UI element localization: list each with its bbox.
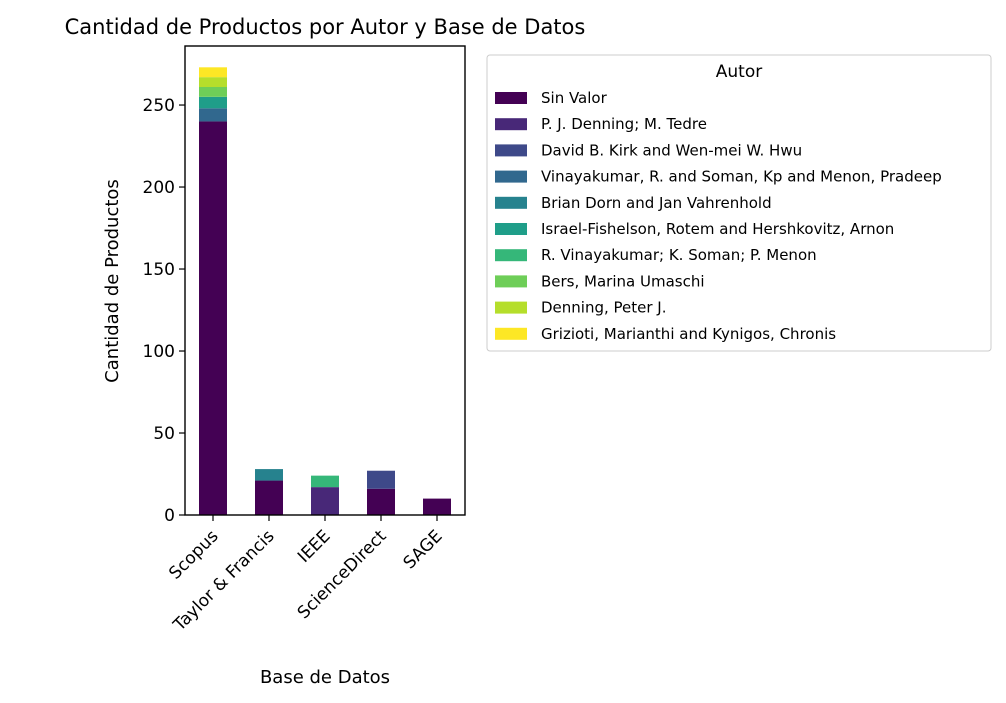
legend-swatch-6 <box>495 249 527 262</box>
legend-entry-label-7: Bers, Marina Umaschi <box>541 272 705 290</box>
legend-swatch-8 <box>495 301 527 314</box>
bar-sciencedirect-series-0 <box>367 488 395 515</box>
legend-swatch-1 <box>495 118 527 131</box>
legend-frame <box>486 54 992 352</box>
x-tick-label-taylor-francis: Taylor & Francis <box>169 526 279 636</box>
legend-swatch-5 <box>495 223 527 235</box>
legend-swatch-3 <box>495 170 527 183</box>
legend-entry-label-1: P. J. Denning; M. Tedre <box>541 115 707 133</box>
legend-entry-label-0: Sin Valor <box>541 89 608 107</box>
x-tick-label-sage: SAGE <box>400 526 447 573</box>
bar-scopus-series-0 <box>199 121 227 515</box>
y-tick-label: 50 <box>153 424 175 444</box>
legend-entry-label-8: Denning, Peter J. <box>541 299 667 317</box>
bar-sage-series-0 <box>423 498 451 515</box>
bar-ieee-series-1 <box>311 487 339 515</box>
bar-scopus-series-5 <box>199 96 227 109</box>
x-tick-label-ieee: IEEE <box>294 526 334 566</box>
bar-taylor-francis-series-4 <box>255 469 283 481</box>
bar-scopus-series-8 <box>199 77 227 87</box>
legend-swatch-4 <box>495 196 527 209</box>
legend-entry-label-3: Vinayakumar, R. and Soman, Kp and Menon,… <box>541 168 942 186</box>
bar-scopus-series-9 <box>199 67 227 78</box>
y-tick-label: 250 <box>143 96 175 116</box>
y-tick-label: 0 <box>164 506 175 526</box>
legend-swatch-0 <box>495 92 527 104</box>
legend-swatch-9 <box>495 327 527 340</box>
bar-sciencedirect-series-2 <box>367 470 395 489</box>
y-tick-label: 200 <box>143 178 175 198</box>
legend-entry-label-5: Israel-Fishelson, Rotem and Hershkovitz,… <box>541 220 894 238</box>
legend-swatch-7 <box>495 275 527 288</box>
y-tick-label: 100 <box>143 342 175 362</box>
bar-scopus-series-7 <box>199 86 227 97</box>
legend-items: Sin Valor P. J. Denning; M. Tedre David B.… <box>495 89 942 343</box>
chart-title: Cantidad de Productos por Autor y Base d… <box>65 15 586 39</box>
y-tick-label: 150 <box>143 260 175 280</box>
legend: Autor Sin Valor P. J. Denning; M. Tedre Da… <box>486 54 992 352</box>
y-axis-label: Cantidad de Productos <box>102 179 123 383</box>
legend-entry-label-4: Brian Dorn and Jan Vahrenhold <box>541 194 772 212</box>
bars-group <box>199 67 451 515</box>
legend-swatch-2 <box>495 144 527 157</box>
bar-ieee-series-6 <box>311 475 339 488</box>
plot-frame <box>184 45 466 516</box>
y-axis: 0 50 100 150 200 250 <box>143 96 185 526</box>
x-axis-label: Base de Datos <box>260 667 390 688</box>
legend-entry-label-6: R. Vinayakumar; K. Soman; P. Menon <box>541 246 817 264</box>
bar-scopus-series-3 <box>199 108 227 122</box>
legend-entry-label-9: Grizioti, Marianthi and Kynigos, Chronis <box>541 325 836 343</box>
legend-entry-label-2: David B. Kirk and Wen-mei W. Hwu <box>541 141 802 159</box>
bar-taylor-francis-series-0 <box>255 480 283 515</box>
legend-title: Autor <box>716 62 762 82</box>
x-tick-label-scopus: Scopus <box>165 526 222 583</box>
